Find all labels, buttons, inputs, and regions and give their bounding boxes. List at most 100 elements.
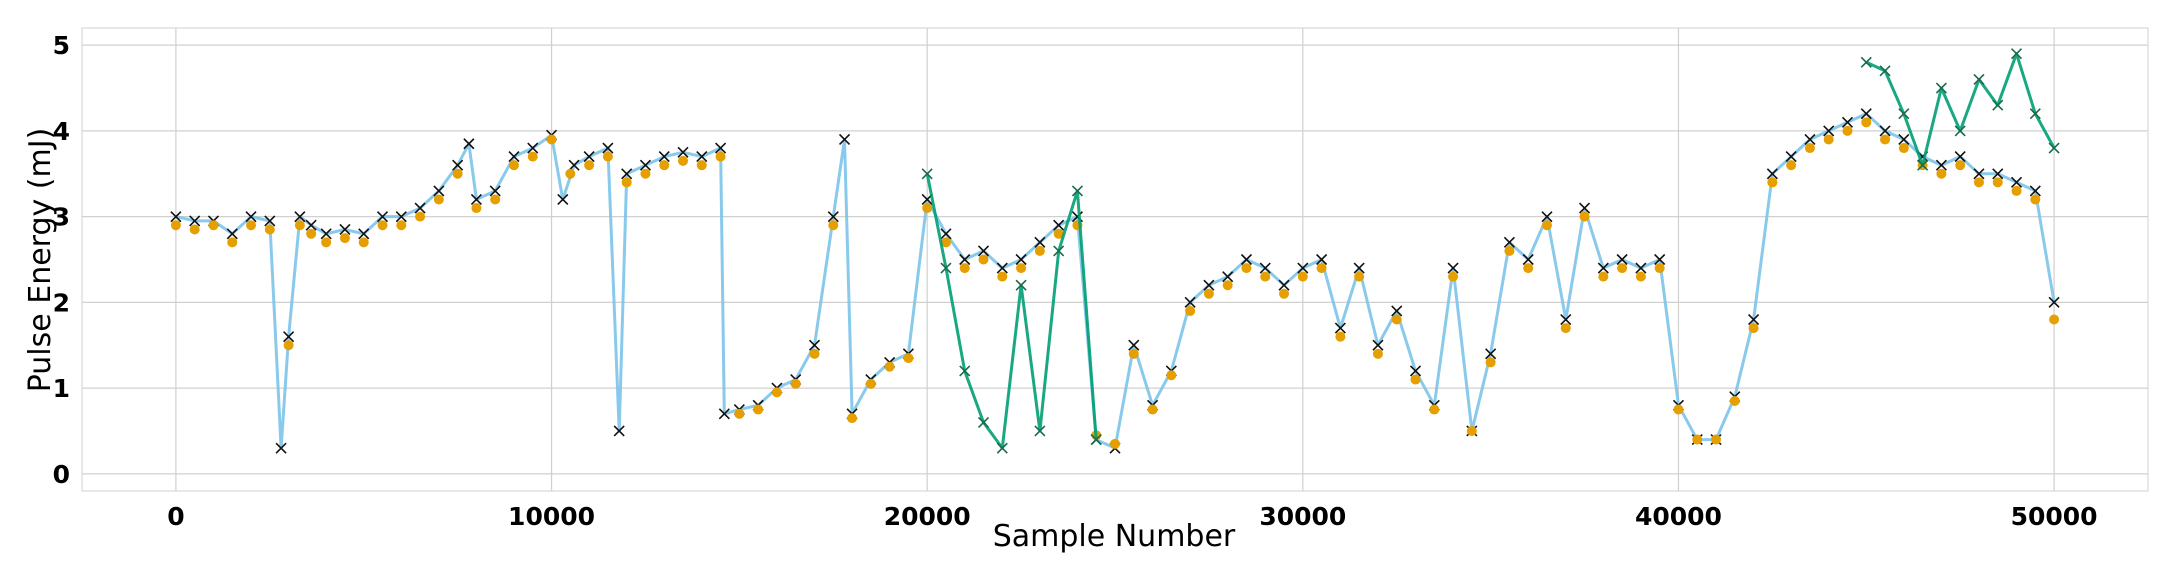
measured-point [1278, 279, 1290, 291]
prediction-point [1804, 143, 1815, 154]
prediction-point [978, 254, 989, 265]
anomaly-point [1879, 65, 1891, 77]
measured-point [1128, 339, 1140, 351]
measured-point [275, 442, 287, 454]
measured-point [395, 211, 407, 223]
anomaly-point [2029, 108, 2041, 120]
measured-point [977, 245, 990, 257]
measured-point [1372, 339, 1384, 351]
measured-point [940, 228, 952, 240]
measured-point [1954, 151, 1966, 163]
prediction-point [1354, 271, 1365, 282]
measured-point [1222, 271, 1234, 283]
measured-point [264, 215, 276, 227]
measured-point [508, 151, 520, 163]
measured-point [613, 425, 625, 437]
anomaly-point [1954, 125, 1966, 137]
measured-point [452, 159, 464, 171]
measured-point [658, 151, 670, 163]
measured-point [433, 185, 445, 197]
prediction-point [1128, 348, 1139, 359]
prediction-point [1429, 404, 1440, 415]
prediction-point [1973, 177, 1984, 188]
prediction-point [753, 404, 764, 415]
prediction-point [321, 237, 332, 248]
prediction-point [1560, 323, 1571, 334]
measured-point [470, 193, 482, 206]
measured-point [1748, 313, 1760, 326]
measured-point [568, 159, 580, 171]
anomaly-point [1053, 245, 1065, 257]
measured-point [1334, 322, 1346, 334]
prediction-point [1692, 434, 1703, 445]
anomaly-point [2010, 48, 2023, 60]
anomaly-point [1015, 279, 1027, 291]
measured-point [718, 408, 730, 420]
prediction-point [527, 151, 538, 162]
measured-point [1015, 253, 1027, 266]
measured-line [175, 112, 2056, 450]
y-tick-labels: 0 1 2 3 4 5 [53, 31, 70, 489]
prediction-point [227, 237, 238, 248]
prediction-point [1185, 305, 1196, 316]
prediction-point [1466, 425, 1477, 436]
measured-point [2048, 296, 2060, 308]
anomaly-point [1090, 433, 1102, 446]
x-tick-label: 20000 [884, 502, 971, 531]
measured-point [602, 142, 614, 154]
anomaly-line [925, 173, 1098, 450]
prediction-point [865, 378, 876, 389]
prediction-point [546, 134, 557, 145]
prediction-point [1767, 177, 1778, 188]
prediction-point [1711, 434, 1722, 445]
prediction-point [1203, 288, 1214, 299]
prediction-point [715, 151, 726, 162]
measured-point [1992, 168, 2004, 180]
measured-point [557, 193, 569, 206]
measured-point [1766, 168, 1778, 180]
measured-point [414, 202, 426, 214]
measured-point [245, 211, 257, 223]
prediction-point [1748, 323, 1759, 334]
measured-point [226, 228, 238, 240]
prediction-point [1016, 263, 1027, 274]
measured-point [1804, 133, 1816, 146]
measured-point [696, 151, 708, 163]
measured-point [2029, 185, 2041, 197]
prediction-point [264, 224, 275, 235]
prediction-point [358, 237, 369, 248]
y-tick-label: 0 [53, 460, 70, 489]
measured-point [1823, 125, 1835, 137]
prediction-point [396, 220, 407, 231]
anomaly-point [1935, 82, 1947, 94]
prediction-point [1147, 404, 1158, 415]
prediction-point [1823, 134, 1834, 145]
y-tick-label: 1 [53, 374, 70, 403]
anomaly-point [959, 365, 971, 377]
anomaly-point [1898, 108, 1910, 120]
measured-point [838, 133, 851, 146]
measured-point [376, 211, 389, 223]
measured-point [959, 253, 971, 266]
measured-point [1203, 279, 1215, 291]
measured-point [1503, 236, 1515, 248]
prediction-point [339, 233, 350, 244]
measured-series [170, 108, 2060, 454]
measured-point [1034, 236, 1046, 248]
measured-point [2010, 176, 2023, 188]
measured-point [1184, 296, 1196, 308]
prediction-point [1898, 143, 1909, 154]
prediction-point [1410, 374, 1421, 385]
measured-point [1316, 253, 1328, 266]
prediction-point [1541, 220, 1552, 231]
prediction-point [1316, 263, 1327, 274]
prediction-point [208, 220, 219, 231]
prediction-point [508, 160, 519, 171]
prediction-point [997, 271, 1008, 282]
prediction-point [377, 220, 388, 231]
measured-point [463, 138, 475, 150]
measured-point [639, 159, 652, 171]
measured-point [1879, 125, 1891, 137]
prediction-point [1729, 395, 1740, 406]
prediction-point [490, 194, 501, 205]
